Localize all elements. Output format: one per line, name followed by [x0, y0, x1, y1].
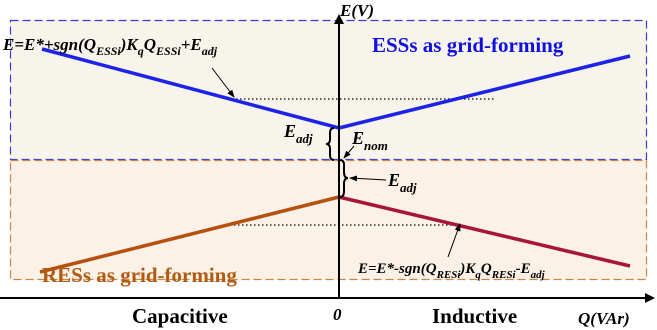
equation-term: Q — [144, 35, 156, 54]
e-adj-upper-label: Eadj — [283, 121, 313, 146]
y-axis-label: E(V) — [339, 1, 374, 20]
e-adj-brace-lower — [339, 159, 349, 198]
ess-droop-line-right — [338, 54, 631, 130]
ess-droop-equation: E=E*+sgn(QESSi)KqQESSi+Eadj — [2, 35, 218, 58]
e-nom-pointer — [343, 145, 355, 159]
equation-term: ESSi — [95, 44, 121, 58]
res-region-label: RESs as grid-forming — [42, 263, 237, 287]
e-adj-lower-label: Eadj — [387, 170, 417, 195]
origin-label: 0 — [333, 305, 342, 324]
res-droop-line-right — [338, 195, 631, 268]
equation-term: RESi — [436, 269, 462, 281]
equation-term: adj — [202, 44, 218, 58]
ess-equation-pointer — [211, 67, 235, 98]
equation-term: +E — [181, 35, 202, 54]
equation-term: ESSi — [155, 44, 181, 58]
x-axis-label: Q(VAr) — [578, 309, 630, 328]
inductive-label: Inductive — [432, 304, 517, 328]
ess-region-box — [9, 19, 648, 161]
equation-term: RESi — [491, 269, 517, 281]
equation-term: Q — [481, 261, 492, 277]
res-droop-equation: E=E*-sgn(QRESi)KqQRESi-Eadj — [357, 261, 546, 281]
res-region-box — [9, 159, 648, 281]
equation-term: q — [138, 44, 144, 58]
e-nom-label: Enom — [351, 128, 388, 153]
equation-term: E=E*+sgn(Q — [2, 35, 96, 54]
res-region-fill — [10, 160, 647, 280]
ess-region-fill — [10, 20, 647, 160]
res-droop-line-left — [39, 195, 340, 274]
ess-region-label: ESSs as grid-forming — [372, 33, 564, 57]
equation-term: E=E*-sgn(Q — [357, 261, 437, 277]
capacitive-label: Capacitive — [132, 304, 228, 328]
e-adj-lower-pointer — [349, 175, 387, 182]
equation-term: )K — [458, 261, 476, 277]
equation-term: -E — [516, 261, 531, 277]
ess-droop-line-left — [41, 47, 340, 130]
res-equation-pointer — [447, 223, 461, 258]
e-adj-brace-upper — [325, 127, 335, 161]
equation-term: )K — [119, 35, 140, 54]
equation-term: adj — [531, 269, 546, 281]
equation-term: q — [475, 269, 481, 281]
